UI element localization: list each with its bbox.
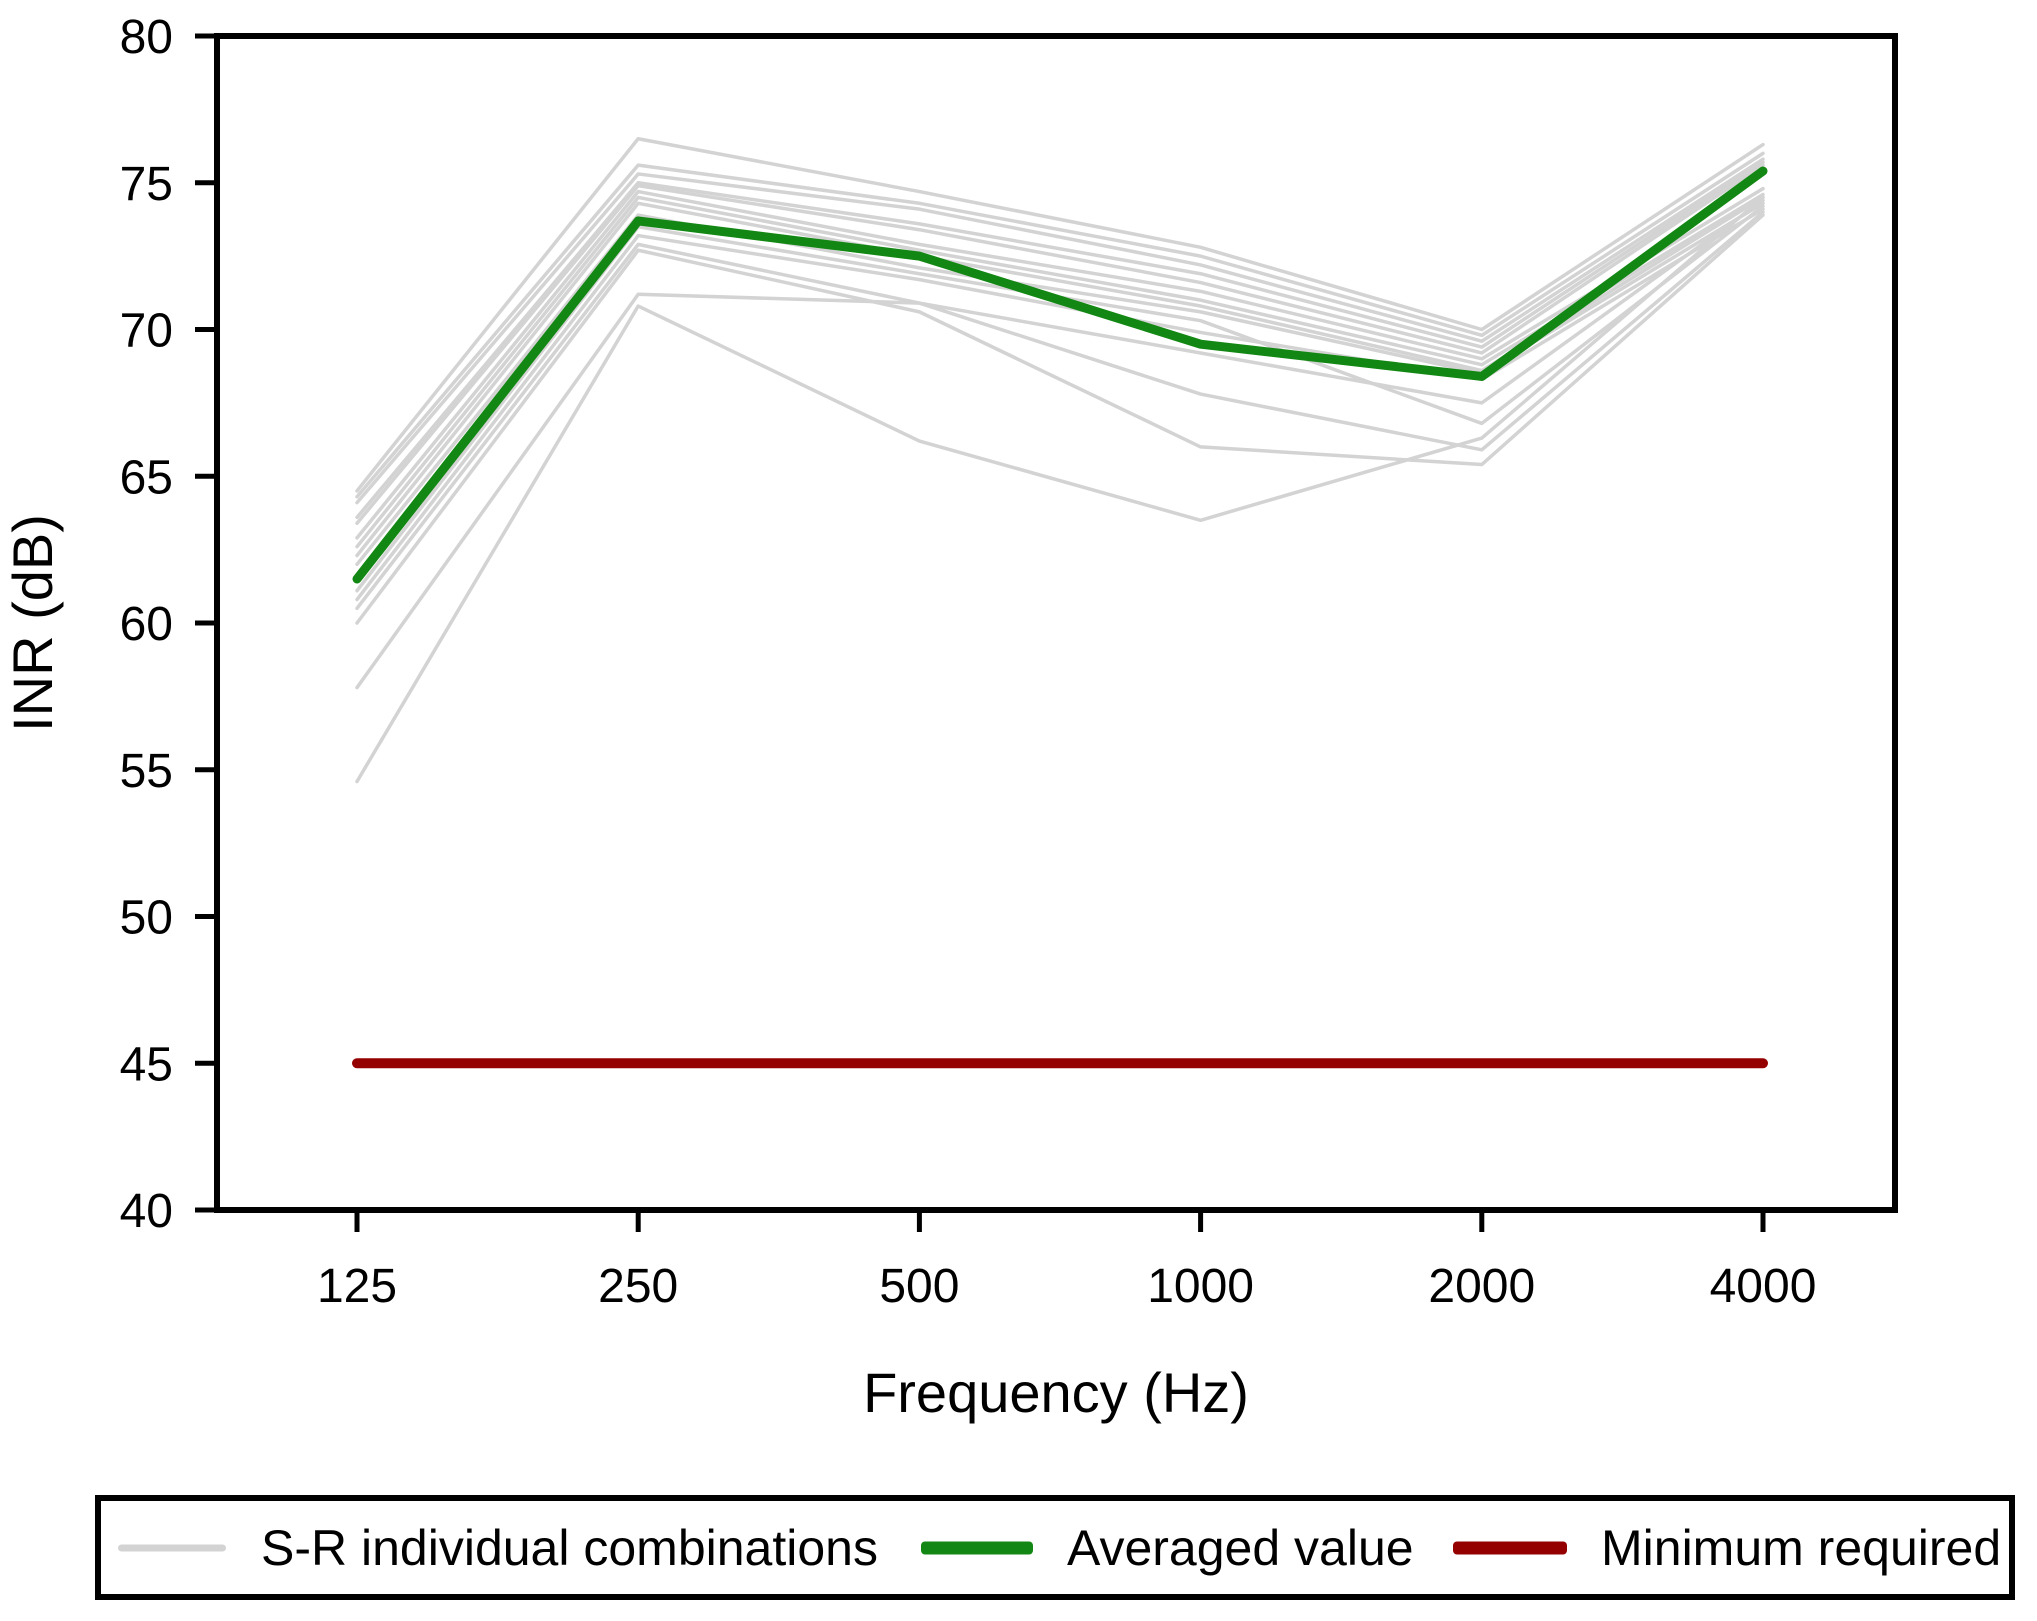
minimum-line-swatch-icon bbox=[1453, 1541, 1567, 1554]
individual-line bbox=[355, 157, 1765, 505]
y-tick-label: 55 bbox=[120, 745, 173, 798]
averaged-line bbox=[352, 166, 1768, 584]
individual-line bbox=[355, 163, 1765, 525]
y-axis-title: INR (dB) bbox=[1, 514, 64, 732]
individual-line bbox=[355, 151, 1765, 499]
averaged-line-swatch-icon bbox=[921, 1541, 1033, 1554]
individual-line bbox=[355, 160, 1765, 520]
y-tick-label: 80 bbox=[120, 11, 173, 64]
x-tick-label: 125 bbox=[317, 1260, 397, 1313]
individual-line bbox=[355, 186, 1765, 540]
y-tick-label: 50 bbox=[120, 892, 173, 945]
y-tick-label: 60 bbox=[120, 598, 173, 651]
x-tick-label: 4000 bbox=[1710, 1260, 1817, 1313]
x-tick-label: 1000 bbox=[1147, 1260, 1254, 1313]
individual-line bbox=[355, 207, 1765, 602]
y-tick-label: 45 bbox=[120, 1038, 173, 1091]
individual-lines-swatch-icon bbox=[118, 1544, 226, 1551]
y-tick-label: 40 bbox=[120, 1185, 173, 1238]
individual-line bbox=[355, 213, 1765, 625]
y-tick-label: 75 bbox=[120, 158, 173, 211]
individual-line bbox=[355, 136, 1765, 493]
individual-line bbox=[355, 198, 1765, 690]
individual-line bbox=[355, 192, 1765, 549]
individual-line bbox=[355, 210, 1765, 611]
y-tick-label: 65 bbox=[120, 451, 173, 504]
legend-label-individual: S-R individual combinations bbox=[261, 1519, 878, 1576]
x-axis-title: Frequency (Hz) bbox=[863, 1361, 1249, 1424]
legend-label-averaged: Averaged value bbox=[1067, 1519, 1414, 1576]
x-tick-label: 500 bbox=[879, 1260, 959, 1313]
plot-frame bbox=[214, 33, 1898, 1213]
legend-label-minimum: Minimum required bbox=[1601, 1519, 2002, 1576]
x-tick-label: 2000 bbox=[1428, 1260, 1535, 1313]
legend: S-R individual combinations Averaged val… bbox=[95, 1495, 2015, 1600]
individual-line bbox=[355, 195, 1765, 784]
x-tick-label: 250 bbox=[598, 1260, 678, 1313]
line-chart-canvas: 40 45 50 55 60 65 70 75 80 125 250 500 1000 2000 4000 F… bbox=[1, 11, 1898, 1424]
y-tick-label: 70 bbox=[120, 305, 173, 358]
